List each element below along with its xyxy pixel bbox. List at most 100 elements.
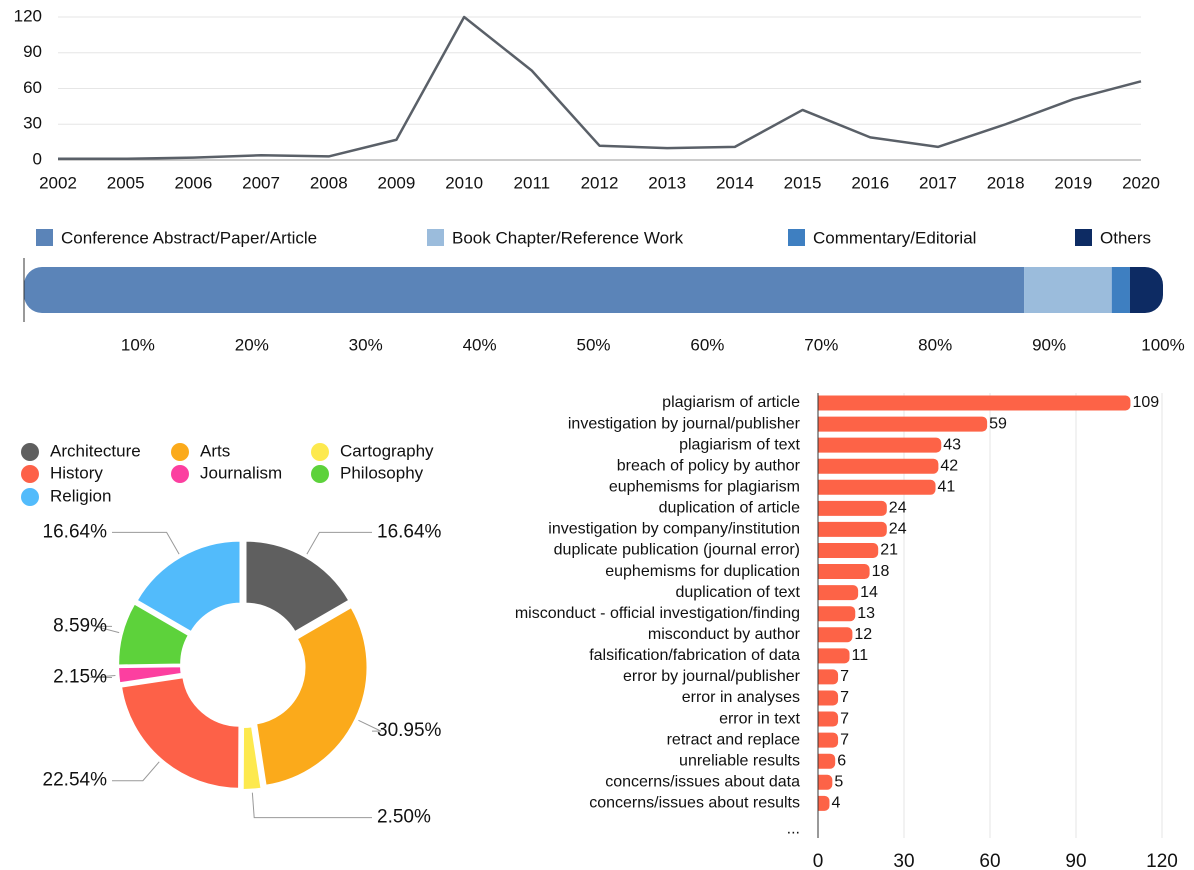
legend-swatch [788, 229, 805, 246]
bar [818, 795, 830, 811]
legend-label: Commentary/Editorial [813, 228, 976, 247]
data-label: 24 [889, 500, 907, 517]
data-label: 42 [940, 457, 958, 474]
donut-slice [135, 539, 242, 634]
x-tick-label: 2002 [39, 173, 77, 192]
data-label: 2.15% [53, 667, 107, 688]
bar-segment [24, 267, 1025, 313]
x-tick-label: 2018 [987, 173, 1025, 192]
x-tick-label: 20% [235, 335, 269, 354]
bar [818, 542, 879, 558]
bar [818, 395, 1131, 411]
data-label: 24 [889, 521, 907, 538]
y-tick-label: unreliable results [679, 752, 800, 769]
y-tick-label: 90 [23, 42, 42, 61]
data-label: 7 [840, 710, 849, 727]
data-label: 16.64% [43, 521, 108, 542]
data-label: 11 [852, 647, 869, 664]
y-tick-label: error by journal/publisher [623, 668, 801, 685]
bar-segment [1111, 267, 1130, 313]
y-tick-label: concerns/issues about data [605, 773, 800, 790]
data-label: 21 [880, 542, 898, 559]
data-label: 14 [860, 584, 878, 601]
data-label: 16.64% [377, 521, 442, 542]
bar-segment [1129, 267, 1163, 313]
y-tick-label: retract and replace [667, 731, 801, 748]
legend-swatch [21, 465, 39, 483]
legend-label: Conference Abstract/Paper/Article [61, 228, 317, 247]
donut-slice [254, 605, 369, 787]
x-tick-label: 2019 [1054, 173, 1092, 192]
leader-line [251, 792, 372, 819]
bar [818, 648, 850, 664]
y-tick-label: error in text [719, 710, 800, 727]
x-tick-label: 2006 [174, 173, 212, 192]
donut-slice [117, 665, 183, 685]
bar [818, 564, 870, 580]
x-tick-label: 2010 [445, 173, 483, 192]
x-tick-label: 10% [121, 335, 155, 354]
legend-swatch [427, 229, 444, 246]
data-label: 59 [989, 415, 1007, 432]
data-label: 7 [840, 731, 849, 748]
y-tick-label: plagiarism of text [679, 436, 800, 453]
legend-label: Arts [200, 441, 230, 460]
line-series [58, 15, 1142, 161]
data-label: 43 [943, 436, 961, 453]
x-tick-label: 100% [1141, 335, 1184, 354]
data-label: 8.59% [53, 615, 107, 636]
y-tick-label: misconduct - official investigation/find… [515, 605, 800, 622]
bar [818, 774, 833, 790]
y-tick-label: euphemisms for plagiarism [609, 478, 800, 495]
data-label: 30.95% [377, 720, 442, 741]
x-tick-label: 2008 [310, 173, 348, 192]
leader-line [90, 674, 116, 679]
x-tick-label: 2009 [378, 173, 416, 192]
legend-swatch [1075, 229, 1092, 246]
legend-swatch [311, 443, 329, 461]
data-label: 12 [854, 626, 872, 643]
data-label: 2.50% [377, 807, 431, 828]
legend-label: Others [1100, 228, 1151, 247]
y-tick-label: duplicate publication (journal error) [554, 542, 800, 559]
legend-swatch [21, 488, 39, 506]
x-tick-label: 2017 [919, 173, 957, 192]
data-label: 18 [872, 563, 890, 580]
legend-label: Journalism [200, 463, 282, 482]
data-label: 6 [837, 752, 846, 769]
x-tick-label: 2015 [784, 173, 822, 192]
data-label: 7 [840, 689, 849, 706]
data-label: 4 [831, 795, 840, 812]
legend-label: History [50, 463, 103, 482]
bar [818, 690, 839, 706]
y-tick-label: breach of policy by author [617, 457, 801, 474]
y-tick-label: duplication of text [675, 584, 800, 601]
bar [818, 437, 942, 453]
legend-swatch [311, 465, 329, 483]
x-tick-label: 2007 [242, 173, 280, 192]
bar [818, 458, 939, 474]
data-label: 7 [840, 668, 849, 685]
y-tick-label: misconduct by author [648, 626, 801, 643]
legend-swatch [171, 465, 189, 483]
y-tick-label: 120 [14, 6, 42, 25]
leader-line [306, 531, 372, 555]
legend-label: Architecture [50, 441, 141, 460]
y-tick-label: duplication of article [659, 500, 801, 517]
leader-line [112, 761, 160, 782]
x-tick-label: 90% [1032, 335, 1066, 354]
y-tick-label: concerns/issues about results [589, 795, 800, 812]
legend-label: Philosophy [340, 463, 424, 482]
bar [818, 627, 853, 643]
bar [818, 500, 887, 516]
stacked-bar [24, 267, 1163, 313]
x-tick-label: 80% [918, 335, 952, 354]
legend-swatch [21, 443, 39, 461]
x-tick-label: 2011 [514, 173, 551, 192]
y-tick-label: investigation by journal/publisher [568, 415, 801, 432]
legend-label: Cartography [340, 441, 434, 460]
bar [818, 732, 839, 748]
x-tick-label: 2005 [107, 173, 145, 192]
data-label: 109 [1132, 394, 1159, 411]
